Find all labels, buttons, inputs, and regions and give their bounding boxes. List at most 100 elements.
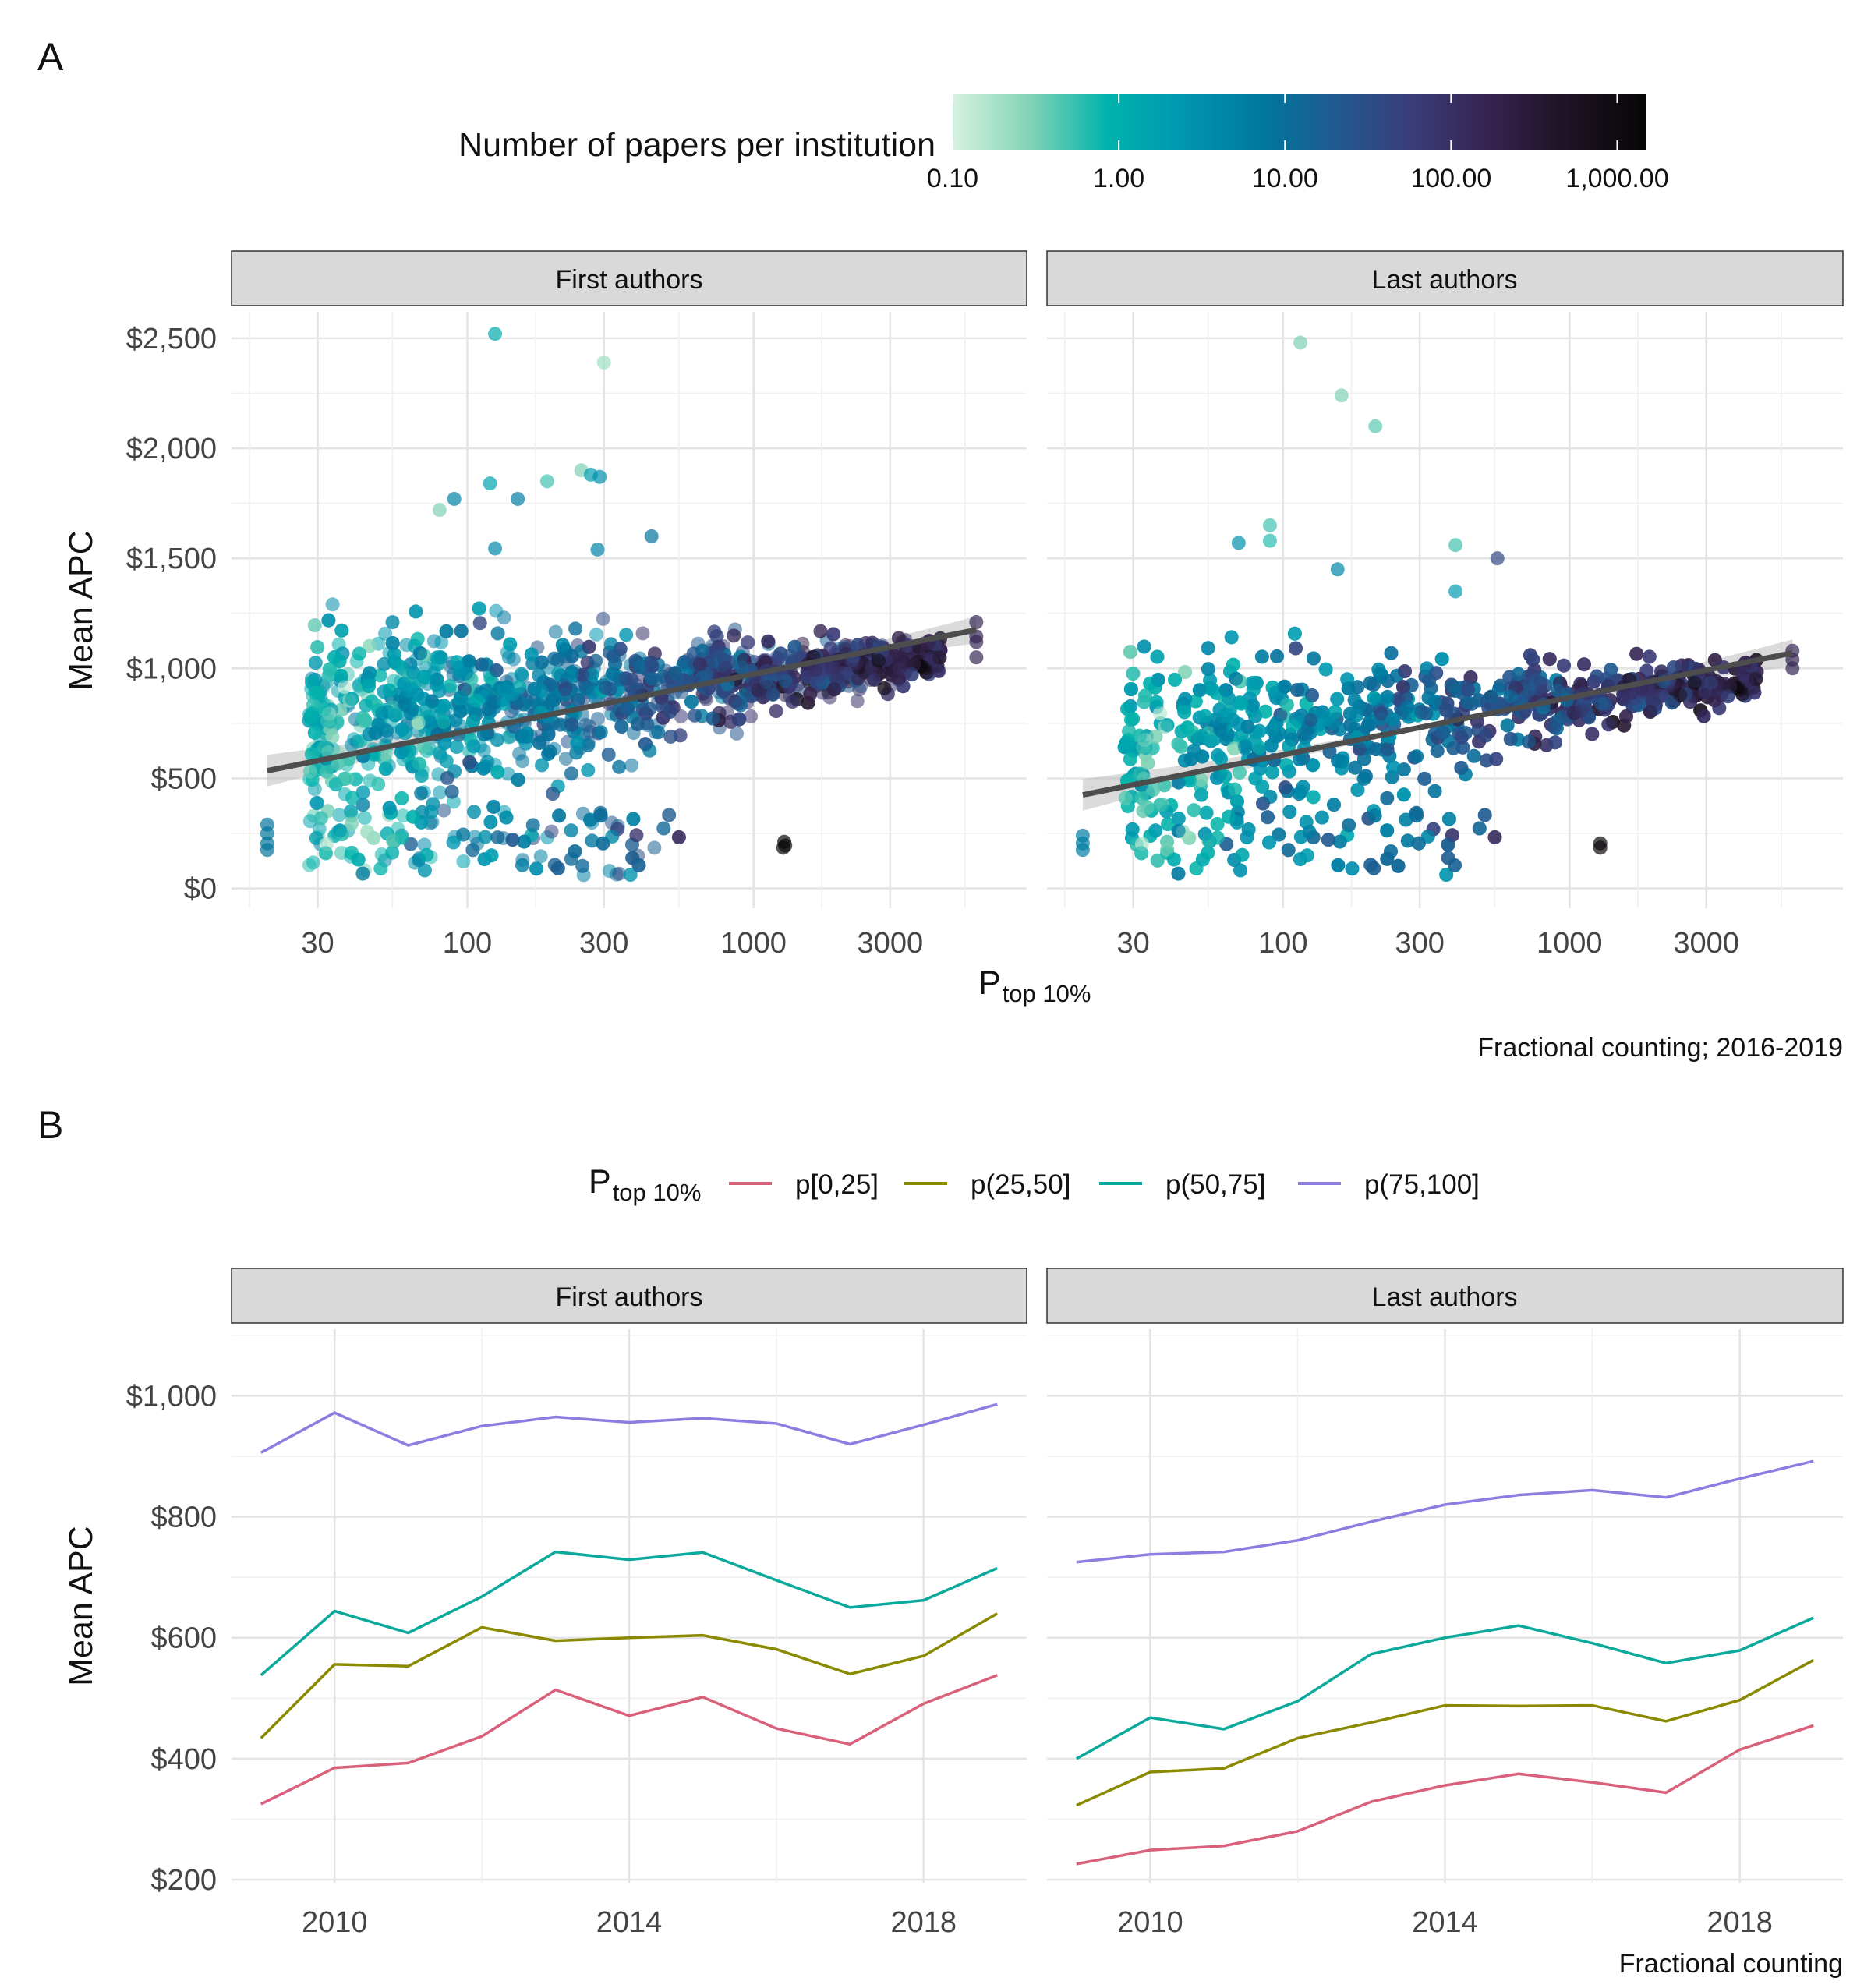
series-line-p25_50 bbox=[260, 1612, 999, 1739]
scatter-point bbox=[583, 812, 597, 827]
scatter-point bbox=[1400, 699, 1415, 714]
scatter-point bbox=[585, 833, 599, 848]
scatter-point bbox=[630, 716, 645, 731]
scatter-point bbox=[1222, 809, 1236, 824]
scatter-point bbox=[851, 671, 865, 686]
scatter-point bbox=[621, 701, 635, 716]
scatter-point bbox=[1210, 817, 1225, 831]
scatter-point bbox=[1478, 728, 1493, 743]
strip-first-authors-b bbox=[231, 1268, 1027, 1324]
scatter-point bbox=[1454, 730, 1469, 745]
scatter-point bbox=[564, 717, 579, 732]
scatter-point bbox=[394, 791, 409, 805]
scatter-point bbox=[327, 650, 342, 664]
scatter-point bbox=[555, 638, 570, 653]
scatter-point bbox=[1150, 649, 1165, 664]
scatter-point bbox=[1252, 723, 1267, 738]
scatter-point bbox=[1619, 709, 1633, 723]
scatter-point bbox=[1374, 669, 1389, 684]
scatter-point bbox=[373, 861, 388, 875]
scatter-point bbox=[414, 769, 429, 783]
x-tick-label: 30 bbox=[1116, 927, 1149, 960]
y-tick-labels-b: $200$400$600$800$1,000 bbox=[126, 1380, 217, 1897]
scatter-point bbox=[319, 764, 334, 779]
scatter-point bbox=[644, 671, 659, 686]
scatter-point bbox=[472, 616, 487, 631]
scatter-point bbox=[505, 833, 520, 847]
scatter-point bbox=[1666, 660, 1681, 675]
strip-last-authors-b bbox=[1046, 1268, 1844, 1324]
scatter-point bbox=[439, 624, 454, 638]
scatter-point bbox=[1574, 703, 1588, 718]
scatter-point bbox=[1399, 812, 1413, 827]
scatter-point bbox=[1604, 663, 1618, 677]
facet-a-first-authors: First authors bbox=[231, 250, 1027, 908]
scatter-point bbox=[1448, 538, 1463, 553]
scatter-point bbox=[1226, 657, 1240, 672]
scatter-point bbox=[437, 715, 451, 730]
scatter-point bbox=[454, 690, 469, 705]
scatter-point bbox=[486, 799, 501, 814]
scatter-point bbox=[544, 824, 559, 839]
scatter-point bbox=[582, 639, 596, 654]
scatter-point bbox=[352, 646, 366, 661]
scatter-point bbox=[334, 623, 349, 638]
scatter-point bbox=[612, 866, 627, 881]
scatter-point bbox=[309, 831, 324, 845]
scatter-point bbox=[629, 655, 644, 670]
scatter-point bbox=[1472, 693, 1487, 708]
scatter-point bbox=[619, 628, 634, 642]
scatter-point bbox=[519, 730, 534, 744]
x-tick-label: 2018 bbox=[1707, 1906, 1773, 1939]
scatter-point bbox=[1427, 694, 1442, 709]
scatter-point bbox=[1293, 335, 1308, 350]
scatter-point bbox=[813, 624, 828, 638]
scatter-point bbox=[730, 726, 744, 741]
trend-line-path bbox=[267, 627, 978, 774]
scatter-point bbox=[462, 654, 476, 669]
scatter-point bbox=[787, 639, 802, 654]
legend-label-p50-75: p(50,75] bbox=[1165, 1169, 1265, 1200]
scatter-point bbox=[824, 661, 839, 676]
scatter-point bbox=[663, 729, 678, 744]
scatter-point bbox=[1171, 737, 1186, 752]
scatter-point bbox=[1460, 695, 1475, 710]
scatter-point bbox=[638, 737, 653, 752]
scatter-point bbox=[1411, 836, 1426, 851]
scatter-point bbox=[1368, 419, 1383, 433]
scatter-point bbox=[1289, 641, 1303, 656]
scatter-point bbox=[374, 847, 389, 861]
scatter-point bbox=[546, 692, 561, 707]
scatter-point bbox=[1192, 683, 1207, 698]
scatter-point bbox=[581, 763, 596, 777]
scatter-point bbox=[1380, 851, 1395, 866]
scatter-point bbox=[1123, 752, 1137, 766]
scatter-point bbox=[1396, 680, 1410, 695]
scatter-point bbox=[1188, 694, 1203, 709]
scatter-point bbox=[1430, 744, 1445, 758]
scatter-point bbox=[382, 683, 397, 698]
scatter-point bbox=[1448, 584, 1463, 599]
scatter-point bbox=[302, 764, 317, 779]
scatter-point bbox=[695, 643, 710, 658]
scatter-point bbox=[310, 685, 324, 700]
scatter-point bbox=[434, 635, 449, 649]
scatter-point bbox=[651, 725, 666, 740]
scatter-point bbox=[1439, 868, 1454, 882]
scatter-point bbox=[419, 847, 434, 862]
scatter-point bbox=[606, 649, 621, 663]
scatter-point bbox=[1386, 760, 1401, 775]
line-legend-title: Ptop 10% bbox=[589, 1163, 701, 1206]
scatter-point bbox=[827, 682, 842, 697]
scatter-point bbox=[260, 843, 274, 858]
y-tick-label: $200 bbox=[150, 1864, 217, 1897]
scatter-point bbox=[506, 652, 521, 667]
scatter-point bbox=[1199, 805, 1214, 820]
scatter-point bbox=[1593, 840, 1608, 855]
colorbar-tick-label: 1,000.00 bbox=[1565, 164, 1668, 193]
scatter-point bbox=[1226, 741, 1241, 756]
y-axis-label-a: Mean APC bbox=[62, 530, 100, 691]
scatter-point bbox=[773, 646, 788, 661]
y-tick-label: $2,000 bbox=[126, 433, 217, 465]
